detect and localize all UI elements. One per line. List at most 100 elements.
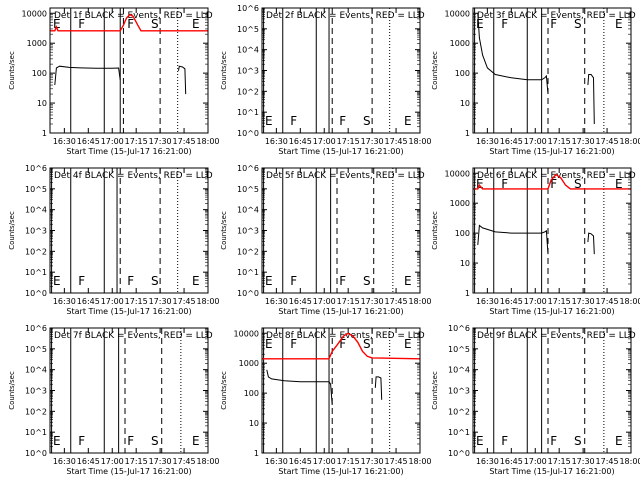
phase-letter: S: [151, 274, 159, 288]
phase-letter: S: [574, 177, 582, 191]
phase-letter: S: [363, 337, 371, 351]
phase-letter: F: [501, 177, 508, 191]
y-tick-label: 10^2: [448, 407, 470, 416]
x-tick-label: 16:30: [53, 457, 76, 466]
y-tick-label: 10^2: [25, 247, 47, 256]
x-tick-label: 17:00: [101, 137, 124, 146]
x-tick-label: 17:45: [596, 297, 619, 306]
y-tick-label: 1: [42, 129, 47, 138]
y-tick-label: 10^6: [25, 164, 47, 173]
x-tick-label: 16:30: [265, 137, 288, 146]
y-tick-label: 10^5: [25, 345, 47, 354]
y-tick-label: 10^0: [237, 129, 259, 138]
y-axis-label: Counts/sec: [8, 51, 16, 90]
events-series-line: [54, 65, 121, 86]
y-tick-label: 1: [465, 289, 470, 298]
events-series-line: [178, 65, 187, 95]
panel-title: Det 8f BLACK = Events, RED = LLD: [266, 331, 425, 341]
x-axis-label: Start Time (15-Jul-17 16:21:00): [66, 307, 191, 316]
plot-frame: [472, 7, 632, 134]
plot-frame: [472, 167, 632, 294]
y-tick-label: 10000: [445, 9, 470, 18]
y-tick-label: 10^0: [237, 289, 259, 298]
events-series-line: [587, 74, 595, 125]
y-tick-label: 10^2: [237, 247, 259, 256]
y-tick-label: 10^5: [237, 25, 259, 34]
events-series-line: [266, 369, 333, 406]
phase-letter: F: [550, 177, 557, 191]
y-tick-label: 1: [254, 449, 259, 458]
phase-letter: E: [53, 274, 61, 288]
y-tick-label: 10: [460, 99, 470, 108]
x-tick-label: 16:30: [476, 297, 499, 306]
y-tick-label: 100: [455, 69, 470, 78]
detector-panel-2: Det 2f BLACK = Events, RED = LLD E F F S E 10^…: [220, 4, 432, 156]
x-tick-label: 17:15: [548, 457, 571, 466]
y-tick-label: 10: [460, 259, 470, 268]
y-tick-label: 10^4: [25, 206, 47, 215]
phase-letter: F: [339, 274, 346, 288]
phase-letter: F: [290, 337, 297, 351]
phase-letter: F: [550, 434, 557, 448]
phase-letter: E: [476, 177, 484, 191]
x-tick-label: 17:15: [337, 457, 360, 466]
panel-title: Det 7f BLACK = Events, RED = LLD: [54, 331, 213, 341]
y-tick-label: 10^4: [237, 206, 259, 215]
y-tick-label: 10^4: [237, 46, 259, 55]
phase-letter: F: [339, 337, 346, 351]
x-tick-label: 17:00: [313, 457, 336, 466]
y-tick-label: 10^1: [25, 428, 47, 437]
x-tick-label: 17:45: [596, 457, 619, 466]
detector-panel-7: Det 7f BLACK = Events, RED = LLD E F F S E 10^…: [8, 324, 220, 476]
phase-letter: F: [78, 274, 85, 288]
x-tick-label: 17:00: [101, 297, 124, 306]
phase-letter: F: [127, 274, 134, 288]
phase-letter: E: [404, 274, 412, 288]
x-tick-label: 17:45: [173, 137, 196, 146]
y-axis-label: Counts/sec: [431, 51, 439, 90]
x-tick-label: 17:45: [173, 457, 196, 466]
x-tick-label: 16:45: [289, 457, 312, 466]
x-tick-label: 17:15: [337, 297, 360, 306]
x-tick-label: 16:30: [265, 457, 288, 466]
y-tick-label: 10^3: [25, 227, 47, 236]
x-axis-label: Start Time (15-Jul-17 16:21:00): [278, 307, 403, 316]
x-tick-label: 17:30: [149, 297, 172, 306]
x-tick-label: 18:00: [196, 137, 219, 146]
phase-letter: E: [615, 434, 623, 448]
x-tick-label: 17:30: [149, 457, 172, 466]
y-tick-label: 1000: [239, 359, 259, 368]
plot-frame: [261, 327, 421, 454]
phase-letter: S: [574, 434, 582, 448]
y-axis-label: Counts/sec: [431, 371, 439, 410]
phase-letter: E: [476, 434, 484, 448]
phase-letter: E: [192, 274, 200, 288]
y-tick-label: 1: [465, 129, 470, 138]
phase-letter: E: [476, 17, 484, 31]
y-tick-label: 10^4: [448, 366, 470, 375]
x-tick-label: 17:30: [361, 457, 384, 466]
x-tick-label: 18:00: [408, 297, 431, 306]
y-axis-label: Counts/sec: [431, 211, 439, 250]
x-tick-label: 17:30: [361, 137, 384, 146]
phase-letter: F: [550, 17, 557, 31]
y-tick-label: 1000: [27, 39, 47, 48]
x-tick-label: 16:30: [53, 137, 76, 146]
x-tick-label: 17:15: [337, 137, 360, 146]
x-tick-label: 17:15: [548, 137, 571, 146]
x-tick-label: 17:30: [361, 297, 384, 306]
x-tick-label: 17:30: [572, 137, 595, 146]
phase-letter: F: [127, 434, 134, 448]
y-tick-label: 10^5: [448, 345, 470, 354]
phase-letter: F: [127, 17, 134, 31]
x-tick-label: 18:00: [196, 297, 219, 306]
y-tick-label: 10^6: [237, 4, 259, 13]
x-tick-label: 18:00: [619, 297, 640, 306]
x-tick-label: 17:45: [596, 137, 619, 146]
x-tick-label: 17:15: [125, 457, 148, 466]
detector-panel-4: Det 4f BLACK = Events, RED = LLD E F F S E 10^…: [8, 164, 220, 316]
phase-letter: E: [615, 177, 623, 191]
y-tick-label: 10^6: [237, 164, 259, 173]
